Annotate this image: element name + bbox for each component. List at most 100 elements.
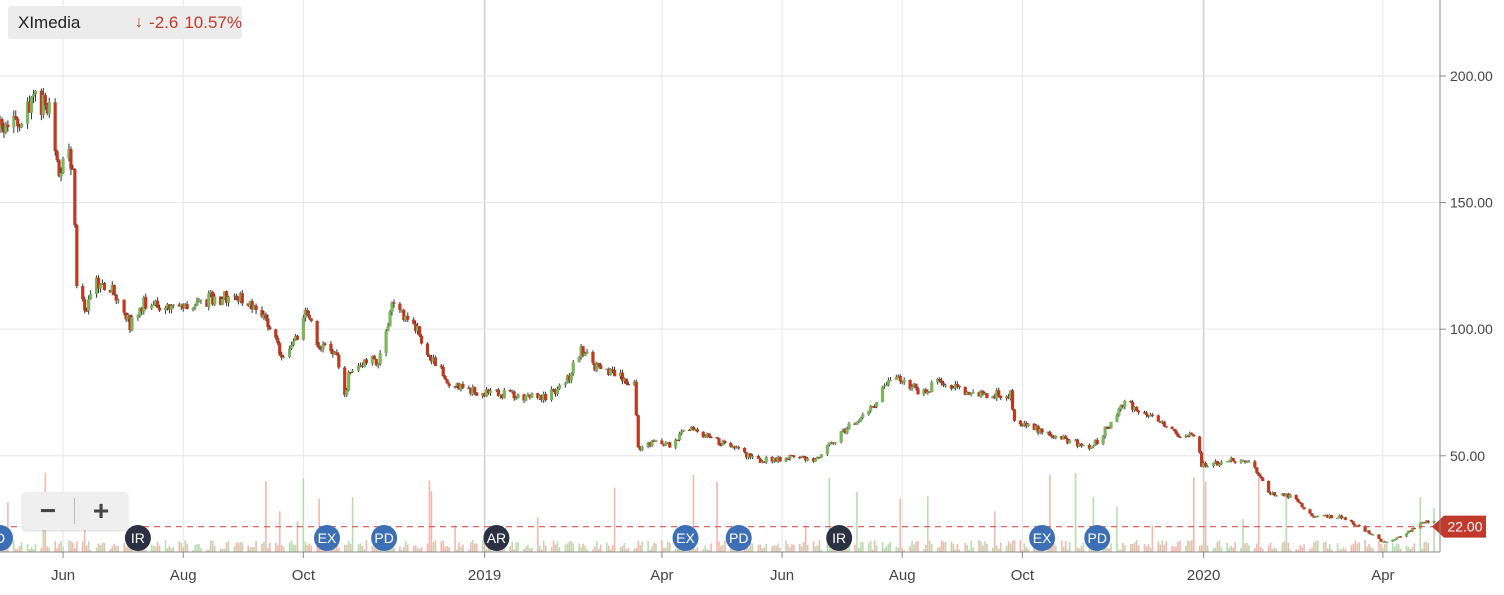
candle-body bbox=[386, 326, 390, 332]
volume-bar bbox=[1060, 540, 1063, 552]
volume-bar bbox=[1013, 540, 1016, 552]
volume-bar bbox=[462, 544, 464, 552]
volume-bar bbox=[696, 547, 699, 552]
volume-bar bbox=[1025, 546, 1028, 552]
event-badge-pd[interactable]: PD bbox=[725, 525, 752, 551]
candle-body bbox=[335, 352, 339, 355]
candle-body bbox=[199, 299, 203, 301]
zoom-in-button[interactable]: + bbox=[92, 495, 110, 526]
event-badge-ex[interactable]: EX bbox=[672, 525, 699, 551]
volume-bar bbox=[280, 545, 283, 552]
volume-bar bbox=[318, 498, 320, 552]
volume-bar bbox=[282, 547, 285, 552]
candle-body bbox=[624, 378, 629, 385]
volume-bar bbox=[1297, 549, 1299, 552]
volume-bar bbox=[869, 540, 872, 552]
candle-body bbox=[1146, 414, 1151, 417]
candle-body bbox=[1294, 494, 1298, 500]
candle-body bbox=[1424, 520, 1428, 523]
candle-body bbox=[693, 429, 697, 431]
candle-body bbox=[703, 436, 707, 438]
volume-bar bbox=[426, 543, 429, 552]
candle-body bbox=[605, 368, 609, 370]
volume-bar bbox=[227, 540, 230, 552]
volume-bar bbox=[182, 547, 185, 552]
candle-body bbox=[1172, 428, 1176, 431]
candle-body bbox=[6, 124, 10, 128]
candle-body bbox=[1284, 493, 1288, 497]
event-badge-d[interactable]: D bbox=[0, 525, 13, 551]
event-badge-ex[interactable]: EX bbox=[1029, 525, 1056, 551]
y-tick-label: 150.00 bbox=[1450, 195, 1493, 211]
x-tick-label: 2020 bbox=[1187, 567, 1220, 584]
candle-body bbox=[488, 390, 493, 393]
event-badge-ir[interactable]: IR bbox=[124, 525, 151, 551]
candle-body bbox=[585, 351, 589, 354]
candle-body bbox=[185, 304, 189, 310]
volume-bar bbox=[1244, 543, 1246, 552]
volume-bar bbox=[968, 549, 970, 552]
candle-body bbox=[252, 305, 256, 310]
volume-bar bbox=[416, 547, 419, 552]
event-badge-circle bbox=[483, 525, 510, 551]
event-badge-ex[interactable]: EX bbox=[314, 525, 341, 551]
candle-body bbox=[1310, 513, 1314, 517]
volume-bar bbox=[1269, 542, 1272, 552]
volume-bar bbox=[930, 544, 933, 552]
volume-bar bbox=[1397, 544, 1400, 552]
candle-body bbox=[811, 458, 816, 462]
x-tick-label: Apr bbox=[1371, 567, 1394, 584]
volume-bar bbox=[1344, 548, 1347, 552]
volume-bar bbox=[997, 548, 1000, 552]
candle-body bbox=[813, 459, 818, 462]
volume-bar bbox=[536, 517, 539, 552]
volume-bar bbox=[1356, 543, 1359, 552]
volume-bar bbox=[1259, 546, 1262, 552]
volume-bar bbox=[999, 542, 1002, 552]
event-badge-pd[interactable]: PD bbox=[371, 525, 398, 551]
candle-body bbox=[416, 326, 420, 332]
zoom-divider bbox=[74, 498, 75, 524]
volume-bar bbox=[111, 546, 114, 552]
event-badge-ir[interactable]: IR bbox=[826, 525, 853, 551]
volume-bar bbox=[899, 498, 902, 552]
volume-bar bbox=[982, 545, 984, 552]
candle-body bbox=[1377, 534, 1381, 539]
volume-bar bbox=[184, 540, 186, 552]
volume-bar bbox=[515, 542, 517, 552]
candle-body bbox=[538, 395, 542, 398]
candle-body bbox=[254, 305, 258, 310]
candle-body bbox=[908, 379, 912, 389]
volume-bar bbox=[789, 547, 791, 552]
zoom-out-button[interactable]: − bbox=[39, 495, 57, 526]
volume-bar bbox=[316, 541, 318, 552]
event-badge-pd[interactable]: PD bbox=[1084, 525, 1111, 551]
volume-bar bbox=[927, 495, 929, 552]
candle-body bbox=[701, 431, 705, 438]
volume-bar bbox=[812, 541, 815, 552]
candle-body bbox=[949, 385, 954, 389]
candle-body bbox=[429, 357, 434, 362]
candle-body bbox=[1231, 457, 1235, 462]
candle-body bbox=[55, 151, 59, 161]
volume-bar bbox=[1131, 543, 1134, 552]
candle-body bbox=[524, 395, 528, 401]
volume-bar bbox=[1179, 540, 1181, 552]
candle-body bbox=[197, 299, 201, 302]
volume-bar bbox=[1157, 541, 1160, 552]
volume-bar bbox=[1187, 540, 1189, 552]
volume-bar bbox=[1299, 545, 1301, 552]
volume-bar bbox=[984, 541, 986, 552]
candle-body bbox=[433, 357, 437, 366]
volume-bar bbox=[483, 542, 486, 552]
volume-bar bbox=[542, 540, 545, 552]
candle-body bbox=[45, 105, 49, 114]
volume-bar bbox=[572, 543, 575, 552]
volume-bar bbox=[442, 540, 445, 552]
volume-bar bbox=[832, 549, 835, 552]
candle-body bbox=[1026, 423, 1030, 427]
candle-body bbox=[800, 455, 804, 458]
event-badge-ar[interactable]: AR bbox=[483, 525, 510, 551]
volume-bar bbox=[663, 547, 665, 552]
